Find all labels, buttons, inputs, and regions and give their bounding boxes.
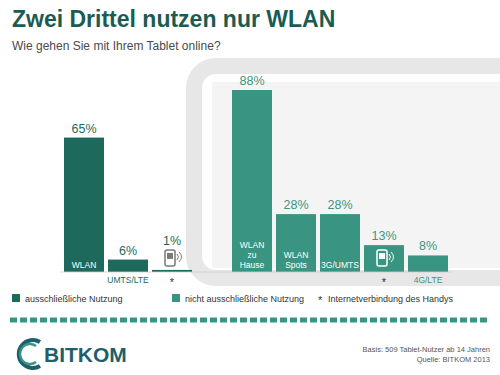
separator (10, 318, 490, 323)
legend-footnote-mark: * (318, 294, 323, 306)
footnote-mark: * (382, 276, 387, 288)
bar (108, 260, 148, 272)
category-label: UMTS/LTE (107, 275, 149, 285)
data-label: 65% (71, 122, 96, 136)
tablet-decoration (194, 66, 500, 278)
category-label: WLANSpots (284, 250, 309, 270)
category-label: WLAN (72, 260, 97, 270)
category-label: WLANzuHause (240, 240, 265, 270)
data-label: 13% (371, 229, 396, 243)
legend-footnote: Internetverbindung des Handys (328, 294, 454, 304)
phone-icon (377, 250, 394, 266)
data-label: 88% (239, 74, 264, 88)
phone-icon (165, 250, 182, 266)
source-note: Basis: 509 Tablet-Nutzer ab 14 Jahren (363, 345, 490, 354)
data-label: 8% (419, 239, 437, 253)
category-label: 3G/UMTS (321, 260, 359, 270)
bar (364, 245, 404, 272)
legend-label: ausschließliche Nutzung (25, 294, 123, 304)
legend: ausschließliche Nutzung nicht ausschließl… (12, 294, 454, 306)
category-label: 4G/LTE (414, 275, 443, 285)
data-label: 1% (163, 234, 181, 248)
logo-text: BITKOM (44, 343, 127, 366)
bar (64, 138, 104, 272)
data-label: 28% (283, 198, 308, 212)
chart-container: Zwei Drittel nutzen nur WLAN Wie gehen Si… (0, 0, 500, 375)
footnote-mark: * (170, 276, 175, 288)
bar (408, 255, 448, 272)
legend-swatch (172, 294, 180, 302)
data-label: 28% (327, 198, 352, 212)
bar (276, 214, 316, 272)
subtitle: Wie gehen Sie mit Ihrem Tablet online? (12, 39, 221, 53)
legend-swatch (12, 294, 20, 302)
legend-label: nicht ausschließliche Nutzung (185, 294, 304, 304)
data-label: 6% (119, 244, 137, 258)
source-note: Quelle: BITKOM 2013 (417, 355, 490, 364)
value-axis (60, 90, 61, 272)
title: Zwei Drittel nutzen nur WLAN (12, 6, 335, 32)
logo: BITKOM (19, 340, 127, 368)
bars (64, 90, 448, 272)
bar (320, 214, 360, 272)
bar (232, 90, 272, 272)
labels: WLAN 65% UMTS/LTE 6% * 1% WLANzuHause 88% WLANSp… (71, 74, 442, 288)
chart: Zwei Drittel nutzen nur WLAN Wie gehen Si… (0, 0, 500, 375)
baseline (60, 272, 452, 273)
